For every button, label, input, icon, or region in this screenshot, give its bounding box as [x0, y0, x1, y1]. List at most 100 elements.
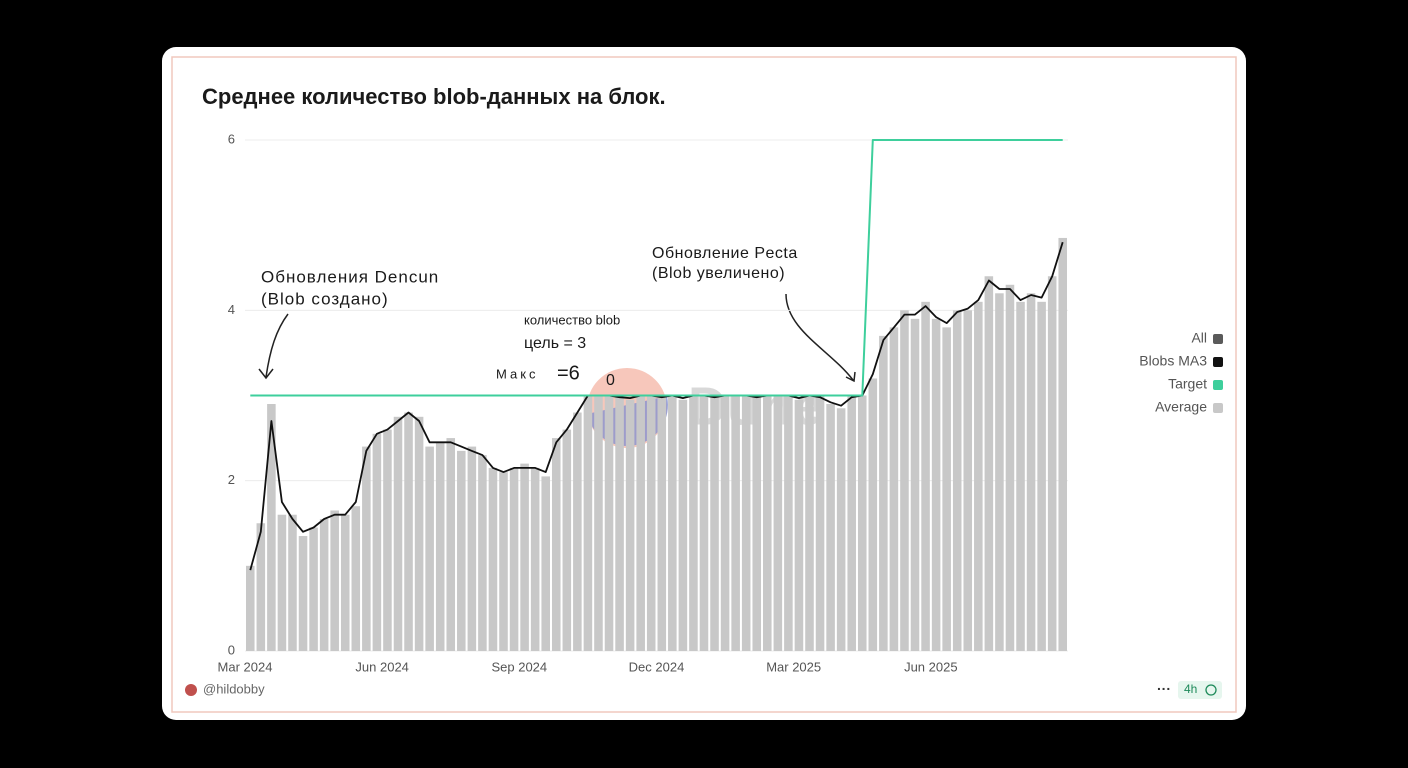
bar: [1016, 301, 1025, 651]
y-tick-label: 4: [228, 302, 235, 317]
bar: [699, 395, 709, 651]
bar: [657, 395, 667, 651]
bar: [1058, 237, 1067, 652]
bar: [478, 455, 487, 651]
bar: [942, 327, 951, 651]
bar: [277, 514, 287, 651]
bar: [836, 408, 846, 651]
bar: [689, 395, 698, 651]
bar: [414, 416, 424, 651]
bar: [952, 310, 962, 651]
bar: [773, 395, 783, 651]
bar: [340, 514, 350, 651]
bar: [868, 378, 878, 651]
bar: [583, 395, 593, 651]
legend-label: Blobs MA3: [1139, 353, 1207, 369]
lines: [249, 139, 1064, 571]
bar: [319, 518, 329, 651]
annotation: количество blob: [524, 312, 620, 327]
legend-label: Average: [1155, 399, 1207, 415]
y-tick-label: 6: [228, 131, 235, 146]
bar: [763, 395, 772, 651]
bar: [457, 450, 466, 651]
bar: [984, 276, 994, 651]
bar: [668, 395, 677, 651]
bar: [562, 429, 572, 651]
legend-swatch: [1213, 357, 1223, 367]
bar: [446, 438, 456, 651]
bar: [995, 293, 1004, 651]
bar: [1005, 284, 1015, 651]
bar: [573, 412, 582, 651]
bar: [435, 442, 445, 651]
bar: [351, 506, 361, 651]
bar: [499, 472, 508, 651]
bar: [362, 446, 371, 651]
bar: [298, 536, 308, 651]
chart-title: Среднее количество blob-данных на блок.: [202, 84, 666, 109]
refresh: 4h: [1184, 682, 1197, 696]
annotation: Макс: [496, 366, 539, 381]
bar: [752, 395, 762, 651]
bar: [509, 467, 519, 651]
x-tick-label: Jun 2024: [355, 659, 409, 674]
menu[interactable]: ···: [1157, 681, 1171, 697]
annotation: Обновление Pecta: [652, 245, 798, 262]
bar: [678, 399, 688, 651]
bar: [900, 310, 909, 651]
x-tick-label: Mar 2025: [766, 659, 821, 674]
bar: [963, 310, 973, 651]
arrow: [258, 313, 289, 380]
bar: [826, 404, 835, 651]
annotation: (Blob увеличено): [652, 265, 785, 282]
bar: [594, 395, 603, 651]
bar: [615, 395, 624, 651]
bar: [541, 476, 550, 651]
legend-swatch: [1213, 403, 1223, 413]
bar: [1037, 301, 1046, 651]
bar: [530, 467, 540, 651]
bar: [383, 429, 392, 651]
bar: [1026, 293, 1036, 651]
bar: [815, 395, 825, 651]
annotation: =6: [557, 362, 580, 384]
legend-label: Target: [1168, 376, 1207, 392]
bar: [551, 438, 561, 651]
bar: [921, 301, 930, 651]
x-tick-label: Dec 2024: [629, 659, 685, 674]
legend-swatch: [1213, 380, 1223, 390]
bar: [1047, 276, 1057, 651]
bar: [879, 335, 888, 651]
bar: [330, 510, 339, 651]
y-tick-label: 0: [228, 642, 235, 657]
bar: [267, 404, 276, 651]
bar: [309, 527, 318, 651]
annotation: Обновления Dencun: [261, 267, 439, 286]
annotation: (Blob создано): [261, 289, 389, 308]
bars: [246, 237, 1067, 652]
bar: [974, 301, 983, 651]
x-tick-label: Sep 2024: [491, 659, 547, 674]
bar: [741, 395, 751, 651]
bar: [805, 395, 814, 651]
bar: [488, 467, 498, 651]
bar: [731, 395, 740, 651]
bar: [520, 463, 529, 651]
annotation: цель = 3: [524, 335, 586, 352]
bar: [404, 412, 413, 651]
bar: [256, 523, 266, 651]
annotation: 0: [606, 372, 615, 389]
frame: [171, 56, 1237, 713]
author: @hildobby: [203, 681, 265, 696]
bar: [467, 446, 477, 651]
x-tick-label: Jun 2025: [904, 659, 958, 674]
avatar: [185, 684, 197, 696]
bar: [794, 399, 804, 651]
legend-swatch: [1213, 334, 1223, 344]
arrow: [785, 293, 856, 383]
bar: [784, 395, 793, 651]
bar: [288, 514, 297, 651]
bar: [393, 416, 403, 651]
